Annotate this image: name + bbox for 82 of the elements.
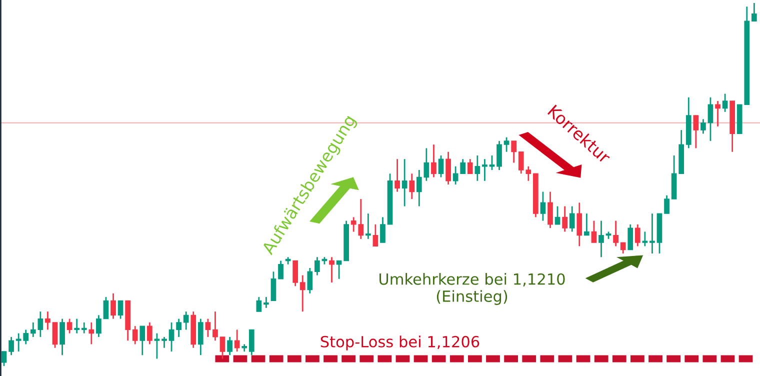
candlestick <box>168 322 174 352</box>
candlestick <box>496 140 502 171</box>
candlestick <box>264 296 269 309</box>
candlestick <box>1 350 7 367</box>
candlestick <box>372 224 378 247</box>
candlestick <box>220 336 226 360</box>
candlestick <box>642 230 648 247</box>
candlestick <box>300 274 306 312</box>
candlestick <box>198 318 204 356</box>
candlestick <box>154 332 160 360</box>
candlestick <box>650 212 655 254</box>
candlestick <box>482 158 488 182</box>
candlestick <box>438 154 444 178</box>
candlestick <box>45 310 50 330</box>
candlestick <box>314 256 320 276</box>
candlestick <box>474 154 480 182</box>
candlestick <box>598 220 604 258</box>
candlestick <box>431 144 436 178</box>
candlestick <box>460 158 466 174</box>
candlestick <box>248 329 254 356</box>
candlestick <box>693 114 699 149</box>
candlestick <box>562 206 568 232</box>
candlestick <box>16 332 22 352</box>
candlestick <box>620 242 626 254</box>
candlestick <box>365 212 371 240</box>
candlestick <box>664 194 670 214</box>
candlestick <box>569 206 575 232</box>
candlestick <box>576 202 582 247</box>
candlestick <box>183 310 189 330</box>
candlestick <box>103 296 109 320</box>
candlestick <box>270 270 276 302</box>
candlestick <box>584 212 590 236</box>
candlestick <box>511 140 517 164</box>
candlestick <box>380 216 386 244</box>
candlestick <box>146 322 152 345</box>
candlestick <box>628 224 634 251</box>
candlestick <box>227 336 232 356</box>
candlestick <box>446 151 451 186</box>
candlestick <box>74 318 80 334</box>
candlestick <box>118 300 124 320</box>
candlestick <box>292 260 298 287</box>
candlestick <box>8 336 14 356</box>
candlestick <box>591 220 597 244</box>
candlestick <box>402 158 408 207</box>
annotation: Stop-Loss bei 1,1206 <box>320 336 480 350</box>
candlestick <box>212 310 218 342</box>
candlestick <box>329 256 334 284</box>
candlestick <box>60 318 65 356</box>
candlestick <box>548 191 553 229</box>
candlestick <box>467 158 473 174</box>
candlestick <box>234 329 240 352</box>
candlestick <box>540 191 546 222</box>
candlestick <box>307 267 313 294</box>
candlestick <box>81 322 87 334</box>
candlestick <box>162 336 167 349</box>
candlestick <box>424 148 430 182</box>
candlestick <box>700 118 706 134</box>
candlestick <box>110 292 116 320</box>
candlestick <box>409 172 415 200</box>
candlestick <box>554 206 560 226</box>
candlestick <box>88 322 94 345</box>
candlestick <box>489 154 495 171</box>
candlestick <box>634 224 640 247</box>
candlestick <box>256 296 262 312</box>
candlestick <box>23 329 29 345</box>
candlestick <box>722 93 728 113</box>
annotation: Umkehrkerze bei 1,1210 (Einstieg) <box>380 273 565 305</box>
candlestick <box>66 318 72 334</box>
candlestick <box>715 100 720 128</box>
candlestick <box>278 260 284 280</box>
candlestick <box>52 322 58 349</box>
candlestick <box>205 318 211 338</box>
candlestick <box>708 96 714 142</box>
candlestick <box>613 220 618 247</box>
candlestick <box>176 318 182 338</box>
candlestick <box>140 325 146 356</box>
candlestick <box>416 169 422 207</box>
candlestick <box>504 136 510 153</box>
candlestick <box>132 325 138 345</box>
candlestick <box>96 314 102 338</box>
candlestick <box>394 158 400 192</box>
candlestick <box>751 2 757 22</box>
